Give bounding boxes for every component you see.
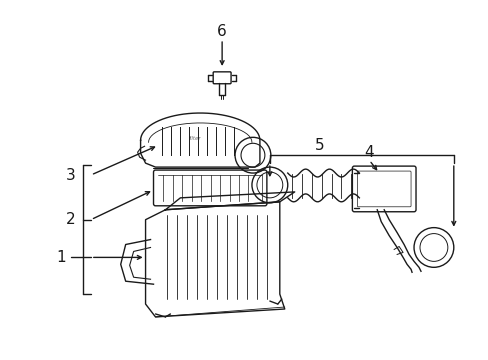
Text: 1: 1 [56, 250, 66, 265]
Text: 2: 2 [66, 212, 76, 227]
Text: filter: filter [188, 136, 201, 141]
Text: 5: 5 [314, 138, 324, 153]
Text: 4: 4 [364, 145, 373, 160]
Text: 6: 6 [217, 24, 226, 39]
Text: 3: 3 [66, 167, 76, 183]
